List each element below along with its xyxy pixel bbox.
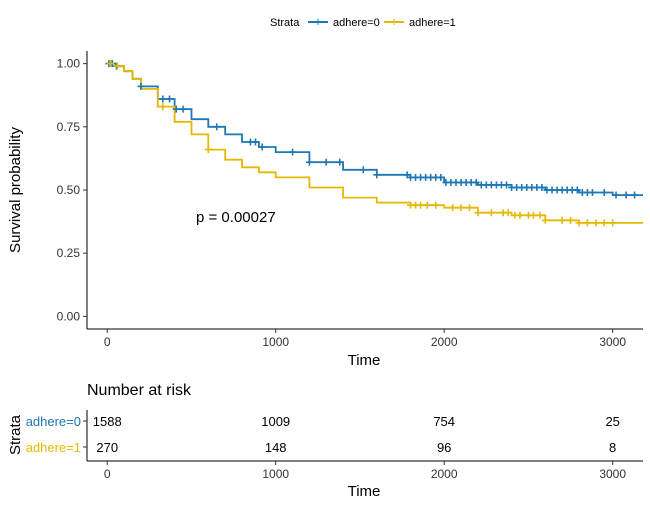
risk-cell: 96 [437,440,451,455]
censor-mark [538,183,546,191]
censor-mark [213,123,221,131]
risk-y-title: Strata [7,414,24,455]
risk-cell: 25 [605,414,619,429]
legend: Strata + adhere=0 + adhere=1 [270,14,456,29]
censor-mark [465,204,473,212]
censor-mark [474,209,482,217]
censor-mark [359,166,367,174]
censor-mark [137,82,145,90]
censor-mark [612,191,620,199]
censor-mark [437,173,445,181]
y-tick-label: 0.00 [57,309,81,323]
censor-mark [457,204,465,212]
censor-mark [600,219,608,227]
legend-label-adhere0: adhere=0 [333,17,380,29]
censor-mark [529,211,537,219]
risk-x-tick-label: 3000 [599,467,626,481]
censor-mark [417,201,425,209]
risk-cell: 1588 [93,414,122,429]
risk-x-tick-label: 0 [104,467,111,481]
censor-mark [536,211,544,219]
censor-mark [179,105,187,113]
censor-marks [105,60,639,227]
risk-cell: 8 [609,440,616,455]
censor-mark [423,201,431,209]
censor-mark [588,189,596,197]
legend-label-adhere1: adhere=1 [409,17,456,29]
censor-mark [631,191,639,199]
censor-mark [558,216,566,224]
censor-mark [305,158,313,166]
risk-row-label: adhere=0 [26,414,81,429]
censor-mark [567,216,575,224]
censor-mark [204,146,212,154]
y-axis-title: Survival probability [7,127,24,253]
y-tick-label: 0.25 [57,246,81,260]
censor-mark [622,191,630,199]
censor-mark [472,178,480,186]
censor-mark [449,204,457,212]
legend-marker-adhere0: + [314,14,322,29]
risk-cell: 270 [96,440,118,455]
legend-marker-adhere1: + [390,14,398,29]
censor-mark [504,209,512,217]
risk-row-label: adhere=1 [26,440,81,455]
y-tick-label: 0.50 [57,183,81,197]
risk-x-axis-title: Time [348,483,381,500]
censor-mark [258,143,266,151]
risk-table-title: Number at risk [87,382,192,399]
p-value-annotation: p = 0.00027 [196,209,276,226]
censor-mark [503,181,511,189]
censor-mark [107,60,115,68]
y-tick-label: 1.00 [57,57,81,71]
survival-curve-adhere=1 [107,62,643,224]
censor-mark [322,158,330,166]
y-tick-label: 0.75 [57,120,81,134]
censor-mark [592,219,600,227]
censor-mark [575,219,583,227]
main-ticks: 0 1000 2000 3000 0.00 0.25 0.50 0.75 1.00 [57,57,627,349]
risk-x-tick-label: 2000 [431,467,458,481]
risk-table-cells: adhere=0 1588 1009 754 25 adhere=1 270 148 96 8 0 1… [26,414,627,481]
censor-mark [159,103,167,111]
censor-mark [159,95,167,103]
censor-mark [583,219,591,227]
censor-mark [609,219,617,227]
x-axis-title: Time [348,352,381,369]
x-tick-label: 2000 [431,335,458,349]
censor-mark [251,138,259,146]
risk-cell: 1009 [261,414,290,429]
risk-x-tick-label: 1000 [262,467,289,481]
censor-mark [166,95,174,103]
censor-mark [113,62,121,70]
censor-mark [373,171,381,179]
censor-mark [600,189,608,197]
x-tick-label: 1000 [262,335,289,349]
censor-mark [336,158,344,166]
survival-curves [107,62,643,224]
risk-cell: 148 [265,440,287,455]
risk-table-axes [86,410,643,462]
censor-mark [573,186,581,194]
censor-mark [516,211,524,219]
risk-cell: 754 [433,414,455,429]
censor-mark [487,209,495,217]
censor-mark [541,216,549,224]
censor-mark [289,148,297,156]
censor-mark [172,105,180,113]
x-tick-label: 3000 [599,335,626,349]
censor-mark [432,201,440,209]
x-tick-label: 0 [104,335,111,349]
legend-title: Strata [270,17,300,29]
